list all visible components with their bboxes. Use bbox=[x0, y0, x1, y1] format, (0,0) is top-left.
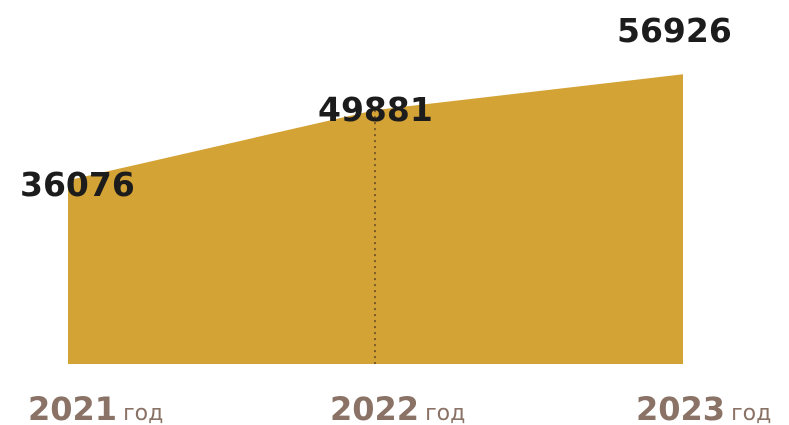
data-label-2022: 49881 bbox=[318, 90, 433, 129]
x-tick-label-2022: 2022 год bbox=[330, 390, 465, 425]
data-label-2023: 56926 bbox=[617, 11, 732, 50]
data-label-2021: 36076 bbox=[20, 165, 135, 204]
x-tick-label-2021: 2021 год bbox=[28, 390, 163, 425]
x-tick-label-2023: 2023 год bbox=[636, 390, 771, 425]
